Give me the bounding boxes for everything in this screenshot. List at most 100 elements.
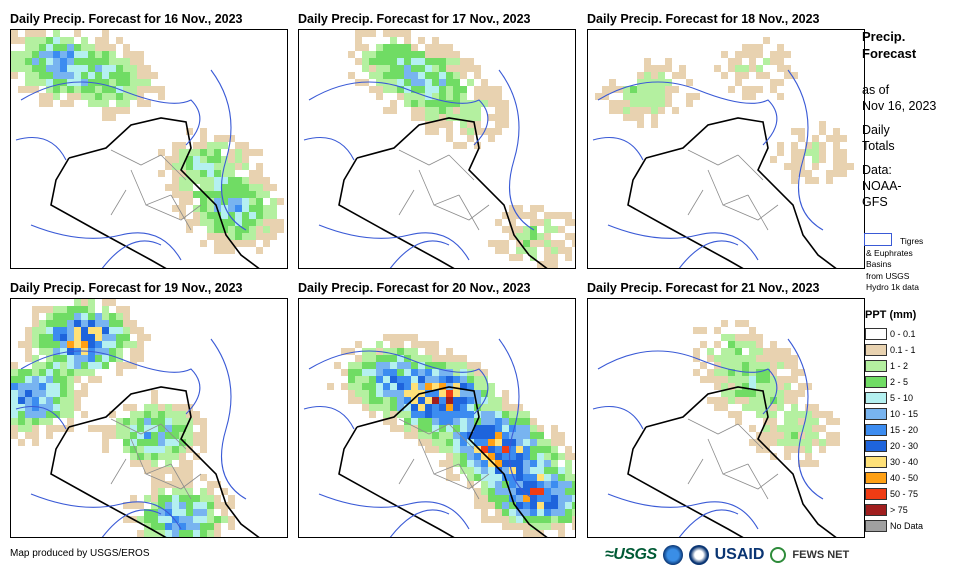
precip-cell [25,65,32,72]
precip-cell [179,184,186,191]
side-title-1: Precip. [862,29,906,44]
precip-cell [728,376,735,383]
precip-cell [376,44,383,51]
precip-cell [200,474,207,481]
precip-cell [390,334,397,341]
precip-cell [784,348,791,355]
precip-cell [446,453,453,460]
precip-cell [565,460,572,467]
precip-cell [509,233,516,240]
precip-cell [418,425,425,432]
precip-cell [130,425,137,432]
precip-cell [411,72,418,79]
precip-cell [158,86,165,93]
precip-cell [495,411,502,418]
precip-cell [221,198,228,205]
precip-cell [411,404,418,411]
precip-cell [390,58,397,65]
precip-cell [151,439,158,446]
precip-cell [840,135,847,142]
precip-cell [460,93,467,100]
footer-credit: Map produced by USGS/EROS [10,548,150,559]
precip-cell [348,51,355,58]
precip-cell [369,72,376,79]
precip-cell [172,453,179,460]
precip-cell [530,247,537,254]
precip-cell [25,404,32,411]
legend-item: 40 - 50 [865,471,918,485]
fews-globe-icon [770,547,787,563]
precip-cell [397,348,404,355]
precip-cell [488,135,495,142]
precip-cell [609,107,616,114]
province-boundaries [687,418,779,500]
precip-cell [263,233,270,240]
precip-cell [123,502,130,509]
precip-cell [165,418,172,425]
precip-cell [81,369,88,376]
precip-cell [67,320,74,327]
precip-cell [502,453,509,460]
precip-cell [544,460,551,467]
asof-label: as of [862,83,890,97]
precip-cell [551,226,558,233]
precip-cell [242,198,249,205]
precip-cell [53,72,60,79]
precip-cell [530,474,537,481]
precip-cell [502,114,509,121]
precip-cell [784,453,791,460]
precip-cell [200,177,207,184]
precip-cell [488,502,495,509]
precip-cell [60,397,67,404]
precip-cell [32,327,39,334]
precip-cell [362,369,369,376]
precip-cell [530,509,537,516]
precip-cell [460,411,467,418]
precip-cell [109,348,116,355]
precip-cell [756,86,763,93]
precip-cell [200,156,207,163]
precip-cell [502,100,509,107]
basin-legend-swatch [864,233,892,246]
precip-cell [474,100,481,107]
precip-cell [791,177,798,184]
precip-cell [565,254,572,261]
precip-cell [418,404,425,411]
precip-cell [826,432,833,439]
precip-cell [481,467,488,474]
precip-cell [481,502,488,509]
precip-cell [502,446,509,453]
precip-cell [137,100,144,107]
precip-cell [18,439,25,446]
precip-cell [172,149,179,156]
precip-cell [770,439,777,446]
precip-cell [446,107,453,114]
precip-cell [214,142,221,149]
legend-label: > 75 [890,505,908,515]
precip-cell [644,65,651,72]
precip-cell [530,516,537,523]
precip-cell [453,65,460,72]
precip-cell [742,65,749,72]
precip-cell [46,369,53,376]
precip-cell [742,397,749,404]
precip-cell [88,100,95,107]
precip-cell [397,390,404,397]
precip-cell [46,37,53,44]
precip-cell [502,107,509,114]
precip-cell [46,355,53,362]
precip-cell [523,488,530,495]
precip-cell [439,114,446,121]
precip-cell [481,516,488,523]
precip-cell [651,107,658,114]
precip-cell [165,460,172,467]
precip-cell [369,30,376,37]
precip-cell [376,72,383,79]
precip-cell [495,495,502,502]
precip-cell [537,474,544,481]
precip-cell [516,418,523,425]
precip-cell [742,355,749,362]
precip-cell [446,411,453,418]
precip-cell [840,163,847,170]
precip-cell [193,432,200,439]
